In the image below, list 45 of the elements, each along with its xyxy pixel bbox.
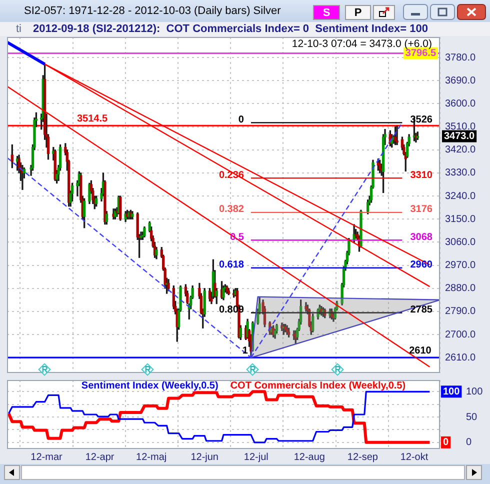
x-tick-label: 12-maj — [136, 452, 167, 463]
y-tick-label: 2970.0 — [445, 260, 476, 272]
y-tick-label: 2790.0 — [445, 306, 476, 318]
series-label: 0.382 — [218, 204, 244, 216]
y-tick-label: 3240.0 — [445, 190, 476, 202]
y-tick-label: 3510.0 — [445, 122, 476, 133]
x-tick-label: 12-sep — [347, 452, 378, 463]
data-label: 3176 — [410, 204, 433, 216]
data-label: 2960 — [410, 260, 433, 271]
y-tick-label: 100 — [466, 386, 484, 398]
y-tick-label: 3420.0 — [445, 144, 476, 156]
y-tick-label: 3060.0 — [445, 236, 476, 248]
y-tick-label: 50 — [466, 412, 478, 423]
x-tick-label: 12-mar — [30, 452, 64, 463]
annotation: 12-10-3 07:04 = 3473.0 (+6.0) — [292, 38, 432, 50]
series-label: 0 — [238, 114, 244, 126]
y-tick-label: 2610.0 — [445, 352, 476, 364]
x-tick-label: 12-apr — [85, 452, 115, 463]
text: ti — [16, 23, 22, 35]
y-tick-label: 0 — [466, 437, 472, 448]
annotation: 2610 — [409, 345, 432, 356]
annotation: 3473.0 — [444, 131, 476, 142]
x-tick-label: 12-aug — [294, 452, 325, 463]
ref-line-label: 3514.5 — [77, 113, 108, 124]
button: S — [313, 5, 340, 20]
y-tick-label: 3690.0 — [445, 75, 476, 86]
chart-title: SI2-057: 1971-12-28 - 2012-10-03 (Daily bars) Silver — [24, 5, 281, 17]
y-tick-label: 3150.0 — [445, 214, 476, 225]
data-label: 3068 — [410, 232, 433, 243]
y-tick-label: 3330.0 — [445, 168, 476, 179]
x-tick-label: 12-jul — [244, 452, 268, 463]
series-label: COT Commercials Index (Weekly,0.5) — [230, 380, 406, 392]
ref-line-label: 3796.5 — [405, 48, 436, 60]
x-tick-label: 12-okt — [400, 452, 428, 463]
y-tick-label: 3780.0 — [445, 52, 476, 64]
y-tick-label: 2880.0 — [445, 283, 476, 294]
chart-subtitle: 2012-09-18 (SI2-201212): COT Commercials Index= 0 Sentiment Index= 100 — [33, 23, 428, 35]
y-tick-label: 3600.0 — [445, 98, 476, 110]
data-label: 3310 — [410, 170, 433, 181]
data-label: 2785 — [410, 304, 433, 316]
y-tick-label: 2700.0 — [445, 329, 476, 340]
x-tick-label: 12-jun — [190, 452, 219, 463]
button: P — [345, 5, 371, 20]
series-label: Sentiment Index (Weekly,0.5) — [81, 380, 218, 392]
series-label: 0.618 — [218, 260, 244, 271]
